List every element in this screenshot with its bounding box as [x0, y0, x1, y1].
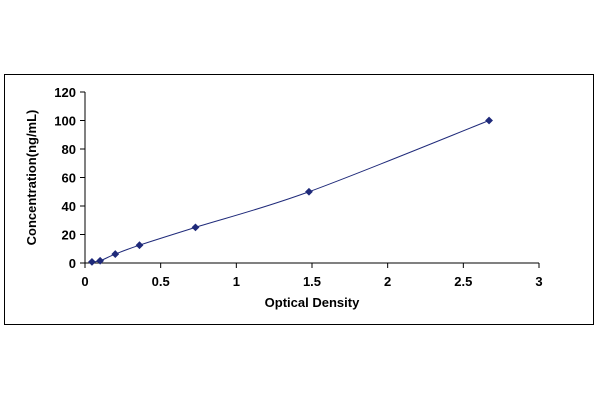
y-tick-label: 120: [54, 85, 76, 100]
data-point: [485, 116, 493, 125]
data-point: [111, 250, 120, 259]
x-ticks: 0 0.5 1 1.5 2 2.5 3: [81, 263, 543, 289]
x-tick-label: 1: [233, 274, 240, 289]
y-tick-label: 60: [62, 171, 76, 186]
data-point: [88, 257, 96, 266]
axes: [84, 92, 539, 264]
data-point: [191, 223, 200, 232]
x-tick-label: 0: [81, 274, 88, 289]
y-tick-label: 80: [62, 142, 76, 157]
y-tick-label: 20: [62, 228, 76, 243]
y-axis-title: Concentration(ng/mL): [24, 110, 39, 246]
data-point: [135, 241, 144, 250]
y-tick-label: 100: [54, 114, 76, 129]
x-tick-label: 2.5: [454, 274, 472, 289]
chart-frame: [4, 74, 594, 325]
data-points: [88, 116, 493, 266]
x-tick-label: 2: [384, 274, 391, 289]
data-point: [96, 256, 105, 265]
trend-line: [91, 120, 490, 263]
y-tick-label: 40: [62, 199, 76, 214]
y-ticks: 0 20 40 60 80 100 120: [54, 85, 85, 271]
x-tick-label: 0.5: [152, 274, 170, 289]
x-axis-title: Optical Density: [265, 295, 360, 310]
x-tick-label: 1.5: [303, 274, 321, 289]
x-tick-label: 3: [535, 274, 542, 289]
data-point: [305, 187, 313, 196]
y-tick-label: 0: [69, 256, 76, 271]
